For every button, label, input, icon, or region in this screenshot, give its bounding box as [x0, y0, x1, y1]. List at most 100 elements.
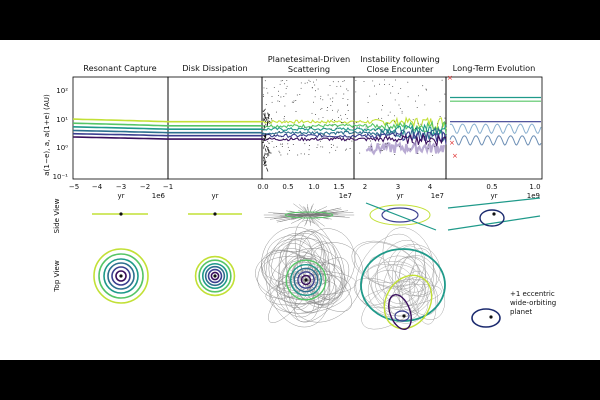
planetesimal-point	[287, 146, 289, 148]
top-orbit-ring	[293, 267, 319, 293]
planetesimal-burst	[266, 121, 269, 126]
planetesimal-point	[381, 109, 383, 111]
planetesimal-point	[367, 117, 369, 119]
planetesimal-point	[389, 111, 391, 113]
planetesimal-point	[343, 80, 345, 82]
x-tick-label: 2	[363, 183, 367, 191]
planetesimal-point	[378, 117, 379, 119]
planetesimal-point	[300, 132, 301, 134]
planetesimal-point	[341, 118, 342, 120]
planetesimal-burst	[266, 145, 270, 151]
top-orbit-ring	[290, 263, 323, 296]
planetesimal-point	[319, 140, 321, 142]
planetesimal-point	[381, 117, 383, 119]
planetesimal-point	[437, 123, 438, 125]
planetesimal-point	[400, 135, 402, 137]
planetesimal-point	[322, 146, 324, 148]
planetesimal-point	[424, 104, 426, 106]
planetesimal-point	[311, 87, 313, 89]
planetesimal-point	[308, 139, 310, 141]
planetesimal-point	[323, 134, 325, 136]
planetesimal-point	[387, 114, 389, 116]
top-planetesimal-orbit	[361, 278, 426, 330]
planetesimal-point	[331, 124, 333, 126]
y-axis-label: a(1−e), a, a(1+e) (AU)	[42, 94, 51, 176]
series-line-early	[72, 118, 262, 123]
planetesimal-point	[266, 87, 268, 89]
series-line-oscillation	[449, 135, 542, 146]
planetesimal-point	[316, 147, 318, 148]
planetesimal-point	[420, 123, 422, 125]
planetesimal-point	[280, 96, 282, 98]
planetesimal-point	[271, 101, 273, 103]
planetesimal-point	[415, 100, 416, 102]
planetesimal-point	[314, 130, 316, 132]
planetesimal-point	[267, 140, 269, 142]
planetesimal-point	[416, 107, 418, 109]
planetesimal-point	[371, 149, 373, 151]
top-planetesimal-orbit	[294, 220, 343, 301]
planetesimal-point	[314, 84, 316, 86]
planetesimal-point	[341, 122, 343, 123]
planetesimal-point	[284, 105, 286, 107]
planetesimal-burst	[264, 148, 267, 152]
planetesimal-point	[407, 96, 409, 98]
planetesimal-point	[368, 146, 370, 148]
side-orbit-line	[479, 209, 505, 227]
planetesimal-point	[263, 87, 265, 89]
side-star	[213, 212, 217, 216]
planetesimal-point	[333, 144, 334, 146]
planetesimal-point	[342, 81, 344, 83]
planetesimal-point	[337, 81, 339, 83]
planetesimal-point	[343, 93, 345, 95]
x-axis-label: yr	[211, 192, 218, 200]
x-tick-label: −3	[116, 183, 126, 191]
planetesimal-point	[347, 110, 349, 112]
planetesimal-point	[401, 110, 403, 112]
x-tick-label: −2	[140, 183, 150, 191]
planetesimal-point	[378, 140, 380, 142]
planetesimal-point	[381, 128, 383, 130]
top-planetesimal-orbit	[383, 256, 426, 304]
planetesimal-point	[353, 123, 355, 125]
planetesimal-point	[346, 118, 348, 120]
top-orbit-ring	[194, 255, 236, 297]
planetesimal-point	[283, 118, 285, 120]
row-label-side-view: Side View	[52, 198, 61, 233]
planetesimal-point	[289, 150, 291, 151]
planetesimal-point	[345, 140, 347, 142]
planetesimal-point	[275, 132, 277, 134]
planetesimal-point	[369, 140, 371, 142]
planetesimal-point	[385, 146, 387, 148]
planetesimal-point	[295, 111, 297, 112]
planetesimal-point	[314, 96, 316, 98]
planetesimal-point	[353, 110, 355, 112]
planetesimal-point	[316, 79, 317, 81]
top-planetesimal-orbit	[278, 243, 326, 314]
y-tick-label: 10⁻¹	[53, 173, 69, 181]
planetesimal-point	[280, 154, 282, 156]
panel-title-4b: Close Encounter	[367, 64, 434, 74]
planetesimal-point	[338, 131, 339, 133]
planetesimal-point	[394, 154, 396, 155]
planetesimal-point	[439, 116, 441, 117]
planetesimal-point	[321, 135, 323, 137]
top-planetesimal-orbit	[408, 279, 439, 316]
planetesimal-point	[280, 143, 281, 145]
orbit-series: × × ×	[72, 74, 542, 160]
series-line-scattering	[261, 136, 355, 142]
planetesimal-point	[309, 80, 311, 82]
x-offset-label: 1e7	[339, 192, 352, 200]
planetesimal-point	[335, 128, 337, 130]
planetesimal-point	[374, 129, 376, 131]
top-orbit-ring	[297, 271, 315, 289]
planetesimal-point	[375, 93, 377, 95]
planetesimal-point	[282, 137, 284, 139]
planetesimal-point	[347, 90, 349, 92]
planetesimal-point	[268, 154, 270, 156]
planetesimal-point	[349, 148, 351, 150]
planetesimal-point	[394, 79, 396, 81]
planetesimal-point	[265, 104, 267, 106]
x-offset-label: 1e9	[527, 192, 540, 200]
planetesimal-point	[271, 118, 273, 120]
